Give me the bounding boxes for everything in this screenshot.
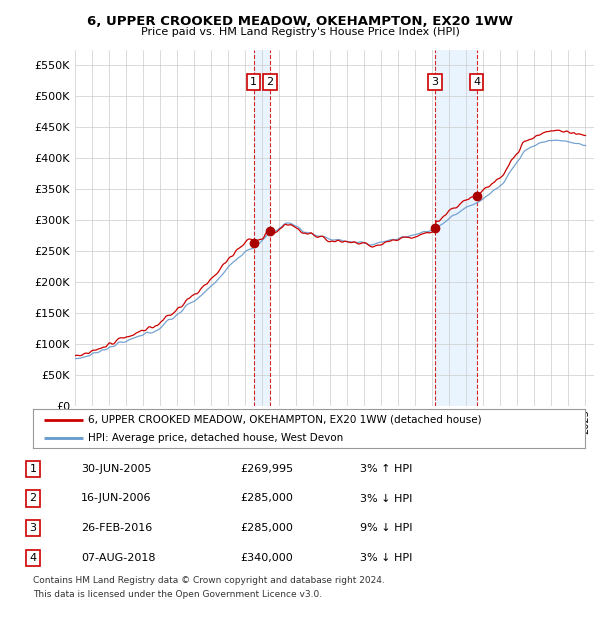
Text: 16-JUN-2006: 16-JUN-2006 [81, 494, 151, 503]
Text: 6, UPPER CROOKED MEADOW, OKEHAMPTON, EX20 1WW: 6, UPPER CROOKED MEADOW, OKEHAMPTON, EX2… [87, 15, 513, 28]
Text: £340,000: £340,000 [240, 553, 293, 563]
Text: 3% ↑ HPI: 3% ↑ HPI [360, 464, 412, 474]
Text: £285,000: £285,000 [240, 523, 293, 533]
Text: 3: 3 [29, 523, 37, 533]
Text: 07-AUG-2018: 07-AUG-2018 [81, 553, 155, 563]
Text: 4: 4 [29, 553, 37, 563]
Text: Contains HM Land Registry data © Crown copyright and database right 2024.: Contains HM Land Registry data © Crown c… [33, 576, 385, 585]
Text: 2: 2 [29, 494, 37, 503]
Text: 6, UPPER CROOKED MEADOW, OKEHAMPTON, EX20 1WW (detached house): 6, UPPER CROOKED MEADOW, OKEHAMPTON, EX2… [88, 415, 482, 425]
Text: 3% ↓ HPI: 3% ↓ HPI [360, 553, 412, 563]
Text: HPI: Average price, detached house, West Devon: HPI: Average price, detached house, West… [88, 433, 343, 443]
Text: 4: 4 [473, 77, 480, 87]
Text: 9% ↓ HPI: 9% ↓ HPI [360, 523, 413, 533]
Text: 1: 1 [250, 77, 257, 87]
Text: 1: 1 [29, 464, 37, 474]
Text: This data is licensed under the Open Government Licence v3.0.: This data is licensed under the Open Gov… [33, 590, 322, 599]
Text: £285,000: £285,000 [240, 494, 293, 503]
Text: £269,995: £269,995 [240, 464, 293, 474]
Bar [254, 50, 270, 406]
Bar [435, 50, 476, 406]
Text: 3% ↓ HPI: 3% ↓ HPI [360, 494, 412, 503]
Text: 2: 2 [266, 77, 274, 87]
Text: Price paid vs. HM Land Registry's House Price Index (HPI): Price paid vs. HM Land Registry's House … [140, 27, 460, 37]
Text: 26-FEB-2016: 26-FEB-2016 [81, 523, 152, 533]
Text: 30-JUN-2005: 30-JUN-2005 [81, 464, 151, 474]
Text: 3: 3 [431, 77, 439, 87]
